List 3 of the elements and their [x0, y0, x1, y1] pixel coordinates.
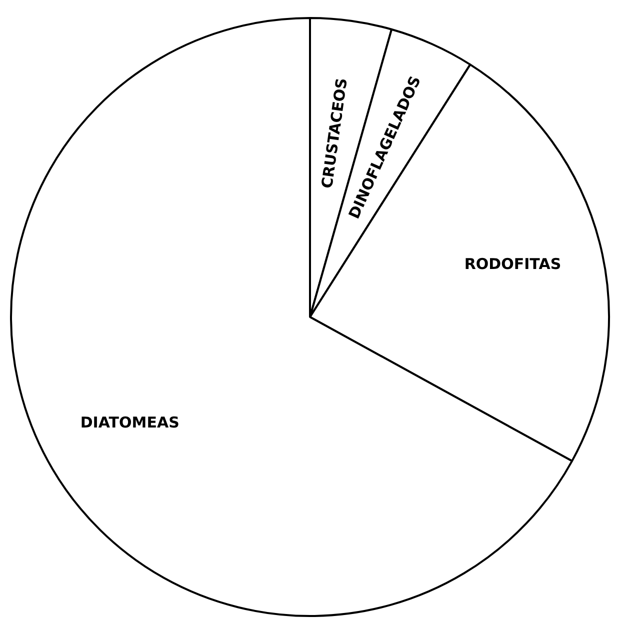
slice-label: RODOFITAS	[464, 254, 562, 273]
slice-label: CRUSTACEOS	[318, 77, 352, 190]
slice-label: DIATOMEAS	[80, 413, 180, 432]
